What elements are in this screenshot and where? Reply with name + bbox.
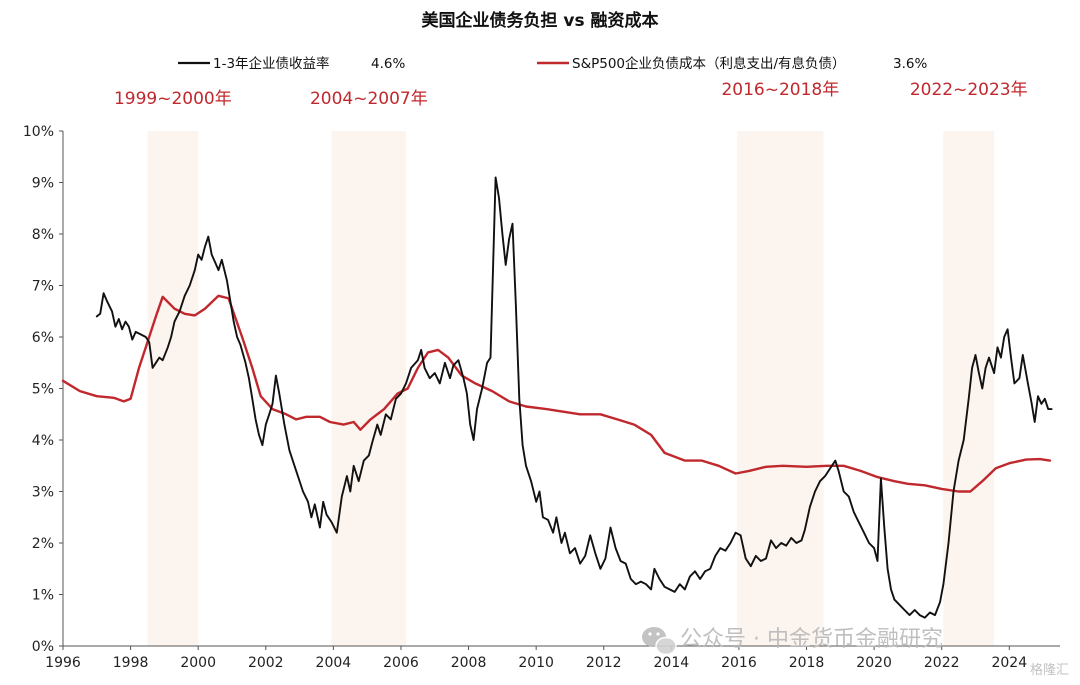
series-line-sp500-cost — [61, 294, 1052, 493]
wechat-icon — [642, 627, 677, 656]
legend-label-corp-yield: 1-3年企业债收益率 — [213, 55, 330, 72]
x-tick-label: 2002 — [248, 655, 284, 671]
series-line-corp-yield — [95, 176, 1053, 619]
legend-label-sp500-cost: S&P500企业负债成本（利息支出/有息负债） — [572, 55, 846, 72]
x-tick-label: 2014 — [654, 655, 690, 671]
x-tick-label: 2008 — [451, 655, 487, 671]
chart-title: 美国企业债务负担 vs 融资成本 — [421, 10, 658, 31]
x-tick-label: 2020 — [856, 655, 892, 671]
watermark: 公众号 · 中金货币金融研究 格隆汇 — [642, 627, 1069, 678]
x-tick-label: 1996 — [45, 655, 81, 671]
legend-value-corp-yield: 4.6% — [371, 56, 405, 72]
y-tick-label: 1% — [32, 588, 54, 604]
y-tick-label: 9% — [32, 176, 54, 192]
x-tick-label: 2012 — [586, 655, 622, 671]
legend: 1-3年企业债收益率 4.6% S&P500企业负债成本（利息支出/有息负债） … — [178, 55, 927, 72]
x-tick-label: 1998 — [113, 655, 149, 671]
y-tick-label: 4% — [32, 433, 54, 449]
y-tick-label: 10% — [23, 124, 54, 140]
y-tick-label: 6% — [32, 330, 54, 346]
watermark-small: 格隆汇 — [1030, 662, 1069, 678]
x-tick-label: 2022 — [924, 655, 960, 671]
shaded-period-label: 2016~2018年 — [721, 80, 839, 100]
y-tick-label: 8% — [32, 227, 54, 243]
x-tick-label: 2018 — [789, 655, 825, 671]
y-tick-label: 5% — [32, 382, 54, 398]
shaded-period-label: 1999~2000年 — [114, 89, 232, 109]
y-tick-label: 7% — [32, 279, 54, 295]
shaded-period-band — [943, 131, 995, 646]
shaded-period-label: 2004~2007年 — [310, 89, 428, 109]
x-tick-label: 2010 — [518, 655, 554, 671]
legend-value-sp500-cost: 3.6% — [893, 56, 927, 72]
y-tick-label: 3% — [32, 485, 54, 501]
x-tick-label: 2000 — [180, 655, 216, 671]
shaded-period-band — [331, 131, 407, 646]
series-lines — [61, 176, 1053, 619]
watermark-text: 公众号 · 中金货币金融研究 — [680, 627, 943, 652]
shaded-period-band — [147, 131, 199, 646]
shaded-period-band — [737, 131, 824, 646]
shaded-periods: 1999~2000年 2004~2007年 2016~2018年 2022~2023年 — [114, 80, 1028, 646]
y-tick-label: 2% — [32, 536, 54, 552]
x-tick-label: 2006 — [383, 655, 419, 671]
axes: 0% 1% 2% 3% 4% 5% 6% 7% 8% 9% 10% 1996 1998 2000 2002 2… — [23, 124, 1060, 671]
shaded-period-label: 2022~2023年 — [910, 80, 1028, 100]
x-tick-label: 2004 — [316, 655, 352, 671]
y-tick-label: 0% — [32, 639, 54, 655]
x-tick-label: 2024 — [991, 655, 1027, 671]
x-tick-label: 2016 — [721, 655, 757, 671]
